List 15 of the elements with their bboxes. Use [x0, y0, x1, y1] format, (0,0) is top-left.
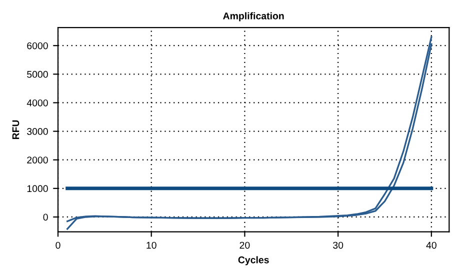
chart-title: Amplification: [223, 12, 284, 22]
y-tick-label: 2000: [27, 156, 48, 164]
y-tick-label: 4000: [26, 99, 48, 106]
x-tick-label: 20: [240, 242, 250, 249]
x-tick-label: 10: [146, 242, 156, 249]
y-tick-label: 5000: [27, 70, 48, 78]
x-tick-label: 0: [56, 242, 60, 249]
y-axis-title: RFU: [12, 120, 20, 140]
y-tick-label: 1000: [27, 185, 48, 192]
y-tick-label: 6000: [27, 42, 48, 50]
x-tick-label: 40: [426, 242, 436, 249]
x-tick-label: 30: [333, 242, 344, 249]
y-tick-label: 0: [43, 214, 48, 221]
x-axis-title: Cycles: [238, 256, 269, 266]
y-tick-label: 3000: [27, 128, 48, 135]
